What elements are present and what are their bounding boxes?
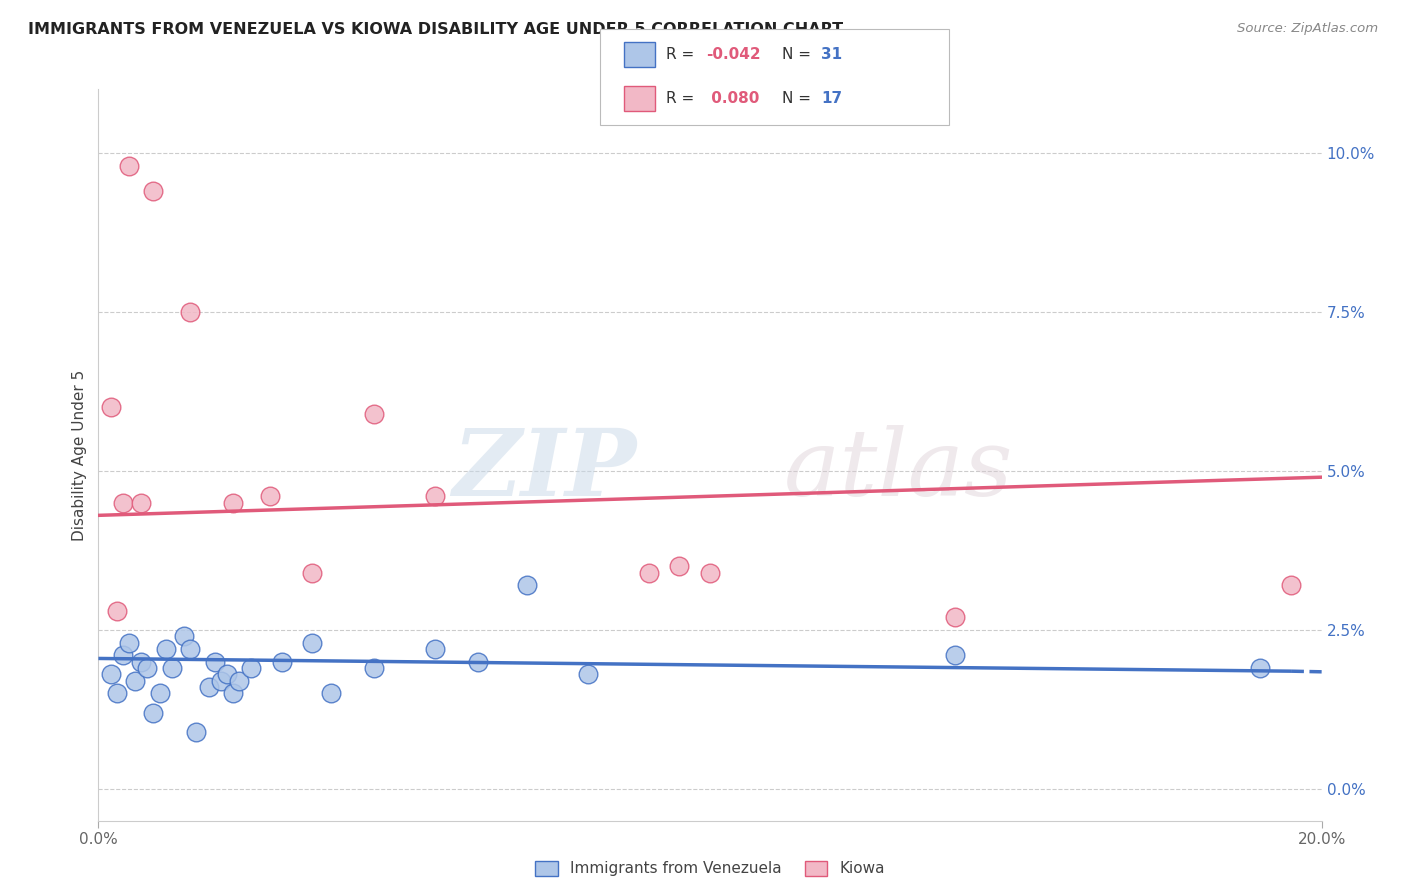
Point — [118, 159, 141, 173]
Point — [363, 661, 385, 675]
Point — [160, 661, 183, 675]
Point — [100, 667, 122, 681]
Text: Source: ZipAtlas.com: Source: ZipAtlas.com — [1237, 22, 1378, 36]
Point — [118, 635, 141, 649]
Text: N =: N = — [782, 47, 815, 62]
Point — [197, 680, 219, 694]
Point — [222, 686, 245, 700]
Point — [270, 655, 294, 669]
Text: IMMIGRANTS FROM VENEZUELA VS KIOWA DISABILITY AGE UNDER 5 CORRELATION CHART: IMMIGRANTS FROM VENEZUELA VS KIOWA DISAB… — [28, 22, 844, 37]
Point — [423, 489, 446, 503]
Point — [215, 667, 238, 681]
Point — [124, 673, 146, 688]
Text: N =: N = — [782, 91, 815, 106]
Point — [222, 495, 245, 509]
Text: ZIP: ZIP — [453, 425, 637, 515]
Text: -0.042: -0.042 — [706, 47, 761, 62]
Point — [576, 667, 599, 681]
Point — [204, 655, 226, 669]
Point — [516, 578, 538, 592]
Text: atlas: atlas — [783, 425, 1012, 515]
Point — [155, 641, 177, 656]
Point — [301, 635, 323, 649]
Point — [100, 401, 122, 415]
Point — [943, 610, 966, 624]
Point — [363, 407, 385, 421]
Point — [259, 489, 281, 503]
Point — [142, 706, 165, 720]
Point — [638, 566, 661, 580]
Point — [1279, 578, 1302, 592]
Point — [943, 648, 966, 663]
Text: 0.080: 0.080 — [706, 91, 759, 106]
Point — [186, 724, 208, 739]
Point — [129, 655, 152, 669]
Point — [699, 566, 721, 580]
Point — [149, 686, 172, 700]
Point — [319, 686, 342, 700]
Point — [467, 655, 489, 669]
Point — [129, 495, 152, 509]
Point — [240, 661, 263, 675]
Point — [105, 604, 128, 618]
Point — [301, 566, 323, 580]
Text: R =: R = — [666, 47, 700, 62]
Point — [228, 673, 250, 688]
Text: 17: 17 — [821, 91, 842, 106]
Text: R =: R = — [666, 91, 700, 106]
Point — [173, 629, 195, 643]
Point — [179, 305, 201, 319]
Point — [142, 184, 165, 198]
Text: 31: 31 — [821, 47, 842, 62]
Point — [111, 648, 134, 663]
Point — [105, 686, 128, 700]
Point — [111, 495, 134, 509]
Point — [179, 641, 201, 656]
Point — [209, 673, 232, 688]
Point — [423, 641, 446, 656]
Point — [136, 661, 159, 675]
Legend: Immigrants from Venezuela, Kiowa: Immigrants from Venezuela, Kiowa — [529, 855, 891, 882]
Y-axis label: Disability Age Under 5: Disability Age Under 5 — [72, 369, 87, 541]
Point — [668, 559, 690, 574]
Point — [1250, 661, 1272, 675]
